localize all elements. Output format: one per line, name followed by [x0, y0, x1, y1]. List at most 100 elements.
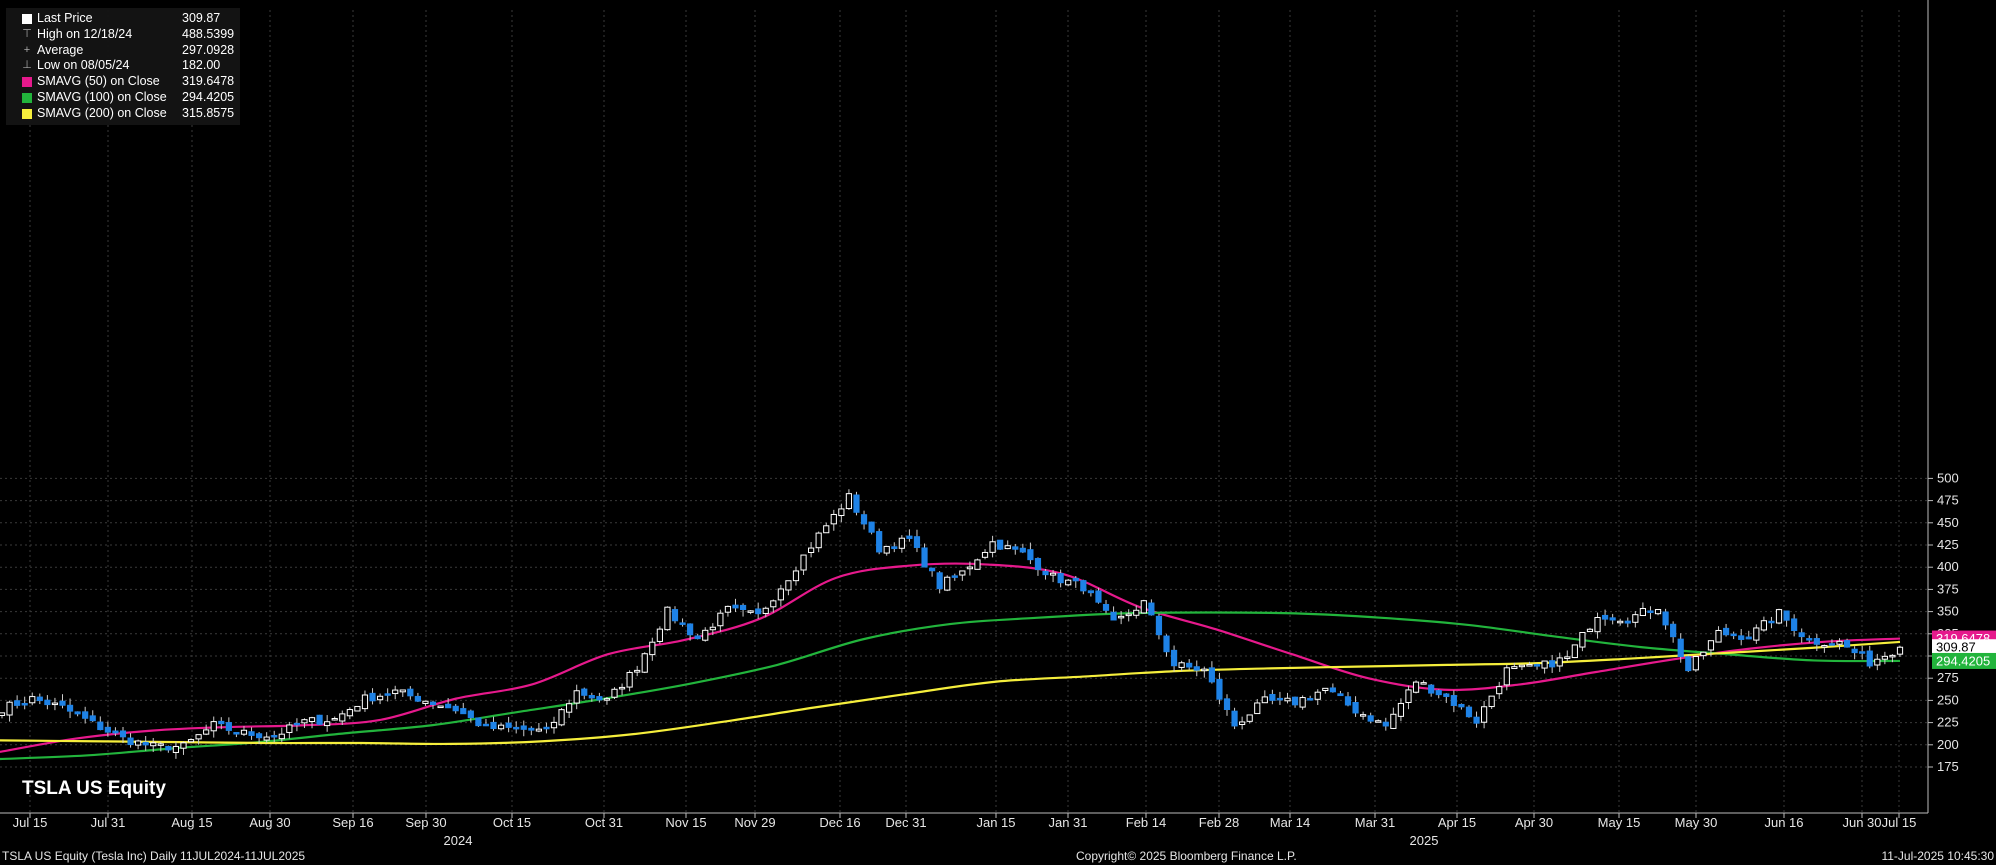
- candle-up: [1375, 720, 1382, 723]
- candle-up: [1503, 667, 1510, 686]
- candle-down: [44, 699, 51, 706]
- x-tick-label: Dec 16: [819, 815, 860, 830]
- legend-label: SMAVG (50) on Close: [37, 74, 160, 89]
- y-tick-label: 475: [1937, 493, 1959, 508]
- candle-down: [233, 732, 240, 735]
- legend-swatch: [22, 13, 32, 24]
- candle-up: [550, 721, 558, 729]
- candle-up: [210, 721, 217, 732]
- candle-down: [475, 717, 482, 727]
- legend-value: 319.6478: [182, 74, 235, 89]
- price-tag-label: 294.4205: [1936, 653, 1990, 668]
- candle-up: [777, 588, 784, 601]
- candle-up: [709, 626, 716, 631]
- candle-down: [1601, 614, 1609, 620]
- candle-down: [225, 722, 232, 731]
- candle-up: [1896, 646, 1904, 655]
- candle-down: [687, 623, 694, 636]
- candle-up: [1692, 655, 1699, 671]
- candle-up: [437, 705, 444, 709]
- candle-down: [1473, 716, 1480, 724]
- year-label: 2024: [444, 833, 473, 848]
- candle-up: [157, 743, 164, 746]
- candle-down: [1352, 702, 1359, 714]
- x-tick-label: Dec 31: [885, 815, 926, 830]
- candle-up: [6, 701, 13, 716]
- candle-up: [1481, 706, 1488, 723]
- y-tick-label: 500: [1937, 470, 1959, 485]
- candle-up: [717, 612, 724, 627]
- candle-down: [482, 723, 490, 727]
- candle-down: [1170, 649, 1178, 667]
- candle-up: [1133, 609, 1140, 616]
- candle-up: [618, 686, 626, 690]
- candle-down: [74, 711, 81, 715]
- chart-grid: [0, 10, 1928, 813]
- candle-down: [97, 721, 104, 731]
- legend-row: Last Price 309.87: [10, 11, 234, 27]
- candle-down: [1329, 687, 1336, 693]
- candle-down: [1851, 648, 1858, 654]
- x-tick-label: Sep 16: [332, 815, 373, 830]
- legend-row: SMAVG (50) on Close 319.6478: [10, 74, 234, 90]
- candle-up: [747, 610, 754, 613]
- candle-down: [1458, 703, 1465, 708]
- legend-marker-icon: ⊥: [22, 59, 32, 72]
- legend-value: 297.0928: [182, 42, 235, 57]
- candle-down: [1685, 656, 1692, 672]
- candle-down: [119, 730, 127, 738]
- candle-up: [0, 712, 6, 716]
- candle-down: [384, 693, 391, 696]
- candle-up: [135, 740, 142, 746]
- candle-up: [770, 600, 777, 608]
- candle-up: [1314, 691, 1321, 700]
- candle-up: [974, 559, 981, 570]
- candle-down: [1866, 650, 1873, 667]
- candle-down: [1027, 549, 1034, 561]
- candle-up: [1753, 627, 1760, 641]
- candle-up: [392, 689, 399, 695]
- candle-up: [1654, 609, 1662, 615]
- candle-up: [1556, 657, 1563, 667]
- legend-row: ⊤ High on 12/18/24 488.5399: [10, 27, 234, 43]
- candle-down: [868, 521, 875, 533]
- legend-value: 294.4205: [182, 89, 235, 104]
- x-tick-label: Aug 15: [171, 815, 212, 830]
- candle-up: [301, 719, 308, 724]
- candle-down: [1087, 590, 1094, 594]
- candle-up: [1889, 654, 1896, 658]
- moving-average-lines: [0, 562, 1901, 761]
- candle-up: [180, 742, 187, 749]
- candle-down: [860, 514, 868, 525]
- candle-down: [1435, 690, 1442, 696]
- ticker-title: TSLA US Equity: [22, 778, 166, 799]
- candle-up: [1360, 714, 1367, 717]
- candle-up: [354, 705, 361, 712]
- candle-down: [429, 701, 437, 706]
- candle-up: [1125, 613, 1132, 617]
- candle-down: [891, 546, 898, 550]
- legend-value: 309.87: [182, 11, 221, 25]
- candle-up: [1518, 664, 1526, 668]
- candle-down: [127, 737, 134, 746]
- candle-down: [1768, 620, 1775, 624]
- candle-up: [838, 508, 845, 516]
- candle-up: [1571, 644, 1578, 659]
- candle-down: [1276, 697, 1284, 701]
- candle-up: [1284, 697, 1291, 702]
- candle-down: [679, 622, 686, 625]
- sma-line-200: [0, 640, 1901, 746]
- candle-up: [1836, 640, 1843, 645]
- candle-up: [497, 724, 505, 730]
- y-tick-label: 425: [1937, 537, 1959, 552]
- candle-down: [104, 726, 111, 733]
- candle-down: [14, 700, 21, 706]
- price-tag-background: [1932, 652, 1996, 669]
- candle-up: [1239, 721, 1246, 726]
- candle-up: [573, 690, 580, 704]
- candle-down: [1670, 623, 1677, 638]
- x-tick-label: Jul 15: [1882, 815, 1917, 830]
- candle-down: [1443, 693, 1450, 697]
